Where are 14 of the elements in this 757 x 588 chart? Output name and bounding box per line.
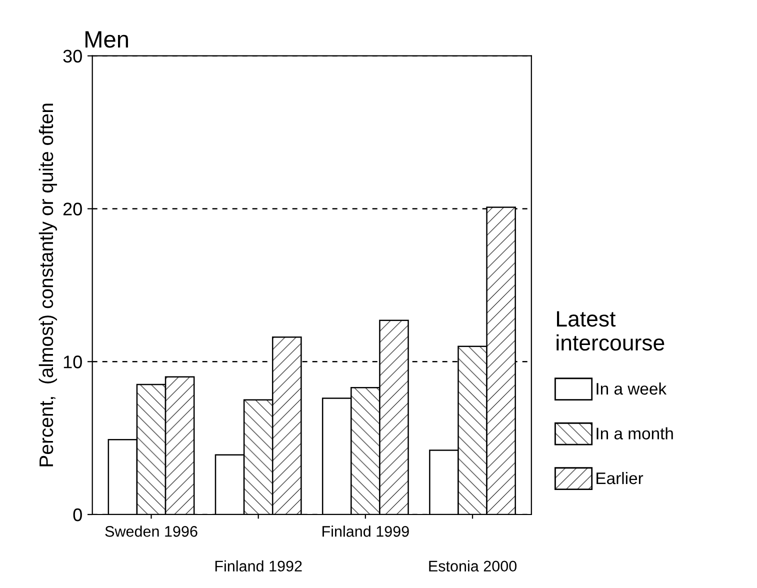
y-axis-title: Percent, (almost) constantly or quite often [38, 104, 57, 466]
y-tick-label: 0 [73, 508, 82, 522]
x-tick-label: Finland 1999 [322, 526, 409, 537]
y-tick-label: 20 [63, 202, 82, 216]
x-tick-label: Estonia 2000 [429, 560, 517, 572]
x-tick-label: Finland 1992 [215, 560, 302, 572]
legend-label: In a week [596, 382, 667, 395]
x-tick-label: Sweden 1996 [105, 526, 198, 537]
legend-label: Earlier [596, 472, 644, 484]
y-tick-label: 10 [64, 356, 82, 368]
y-tick-label: 30 [63, 50, 82, 63]
legend-title: Latest intercourse [556, 311, 664, 351]
chart-title: Men [86, 31, 128, 48]
legend-label: In a month [596, 427, 673, 440]
